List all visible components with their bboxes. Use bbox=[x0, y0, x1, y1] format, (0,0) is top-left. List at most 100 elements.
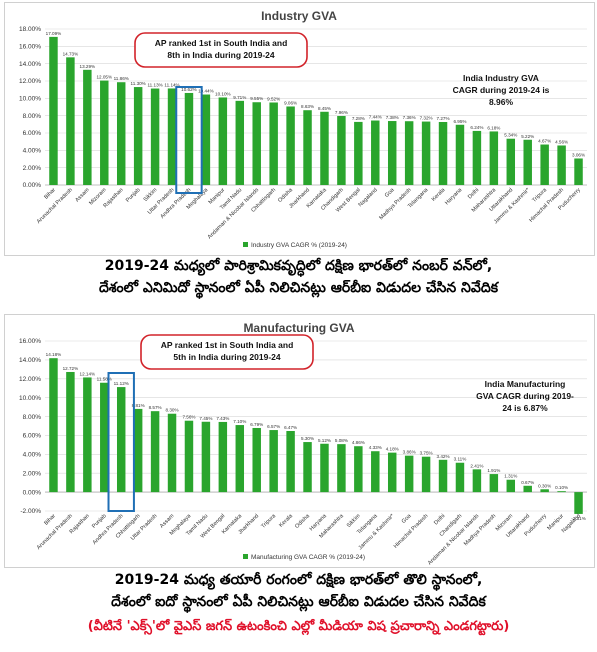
y-tick-label: 4.00% bbox=[23, 452, 42, 459]
x-tick-label: Bihar bbox=[43, 187, 57, 201]
y-tick-label: 12.00% bbox=[19, 376, 41, 383]
bar bbox=[337, 444, 346, 493]
x-tick-label: Sikkim bbox=[143, 187, 159, 203]
value-label: 7.28% bbox=[352, 116, 365, 121]
value-label: 1.91% bbox=[487, 468, 500, 473]
value-label: 7.96% bbox=[335, 110, 348, 115]
bar bbox=[167, 88, 177, 185]
caption-industry-line2: దేశంలో ఎనిమిదో స్థానంలో ఏపీ నిలిచినట్లు … bbox=[98, 280, 499, 296]
y-tick-label: 4.00% bbox=[23, 148, 42, 155]
value-label: 5.22% bbox=[521, 134, 534, 139]
y-tick-label: 12.00% bbox=[19, 78, 41, 85]
bar bbox=[404, 455, 414, 493]
value-label: 11.14% bbox=[164, 82, 179, 87]
x-tick-label: Kerala bbox=[278, 513, 294, 529]
bar bbox=[235, 425, 245, 493]
bar bbox=[472, 130, 482, 185]
value-label: 14.73% bbox=[63, 51, 79, 56]
y-tick-label: 6.00% bbox=[23, 433, 42, 440]
value-label: 9.55% bbox=[250, 96, 263, 101]
bar bbox=[387, 452, 397, 493]
highlight-box bbox=[175, 86, 203, 194]
bar bbox=[472, 469, 482, 493]
x-tick-label: Tripura bbox=[260, 513, 277, 530]
value-label: 4.56% bbox=[555, 139, 568, 144]
legend-swatch bbox=[243, 242, 248, 247]
value-label: 9.71% bbox=[233, 95, 246, 100]
bar bbox=[83, 377, 92, 493]
ap-rank-line2: 5th in India during 2019-24 bbox=[173, 352, 280, 362]
value-label: 7.56% bbox=[182, 415, 195, 420]
value-label: 8.57% bbox=[149, 405, 162, 410]
value-label: 11.30% bbox=[131, 81, 146, 86]
cagr-line1: India Industry GVA bbox=[463, 73, 539, 83]
value-label: 9.06% bbox=[284, 100, 297, 105]
value-label: 4.86% bbox=[352, 440, 365, 445]
value-label: 0.10% bbox=[555, 485, 568, 490]
bar bbox=[387, 121, 397, 185]
chart-title: Manufacturing GVA bbox=[243, 321, 354, 335]
x-tick-label: Nagaland bbox=[358, 187, 379, 208]
value-label: 13.29% bbox=[80, 64, 96, 69]
value-label: 12.05% bbox=[96, 75, 112, 80]
bar bbox=[557, 491, 566, 493]
bar bbox=[506, 138, 516, 185]
bar bbox=[354, 446, 363, 493]
bar bbox=[574, 158, 583, 185]
value-label: 3.06% bbox=[572, 152, 585, 157]
bar bbox=[371, 120, 380, 185]
cagr-line3: 24 is 6.87% bbox=[502, 403, 548, 413]
bar bbox=[455, 462, 465, 493]
bar bbox=[252, 102, 261, 185]
bar bbox=[337, 116, 346, 185]
y-tick-label: 2.00% bbox=[23, 165, 42, 172]
value-label: 6.47% bbox=[284, 425, 297, 430]
y-tick-label: -2.00% bbox=[20, 508, 41, 515]
value-label: -2.31% bbox=[571, 516, 586, 521]
bar bbox=[574, 492, 583, 514]
y-tick-label: 10.00% bbox=[19, 96, 41, 103]
ap-rank-line1: AP ranked 1st in South India and bbox=[155, 38, 288, 48]
bar bbox=[218, 97, 228, 185]
y-tick-label: 14.00% bbox=[19, 357, 41, 364]
legend-swatch bbox=[243, 554, 248, 559]
value-label: 12.72% bbox=[63, 366, 79, 371]
value-label: 1.31% bbox=[504, 474, 517, 479]
value-label: 7.45% bbox=[199, 416, 212, 421]
bar bbox=[421, 456, 431, 493]
value-label: 10.44% bbox=[198, 89, 214, 94]
bar bbox=[133, 408, 143, 493]
bar bbox=[269, 102, 278, 185]
value-label: 0.30% bbox=[538, 483, 551, 488]
industry-gva-chart: Industry GVA 0.00% 2.00% 4.00% 6.00% 8.00% 10.… bbox=[4, 2, 595, 256]
bar bbox=[83, 69, 92, 185]
value-label: 2.41% bbox=[470, 463, 483, 468]
bar bbox=[66, 57, 75, 186]
bar bbox=[218, 421, 228, 493]
value-label: 8.81% bbox=[132, 403, 145, 408]
bar bbox=[421, 121, 431, 185]
bar bbox=[184, 420, 194, 493]
y-tick-label: 14.00% bbox=[19, 61, 41, 68]
y-tick-label: 6.00% bbox=[23, 130, 42, 137]
bar bbox=[49, 358, 58, 493]
bar bbox=[66, 371, 75, 493]
value-label: 8.30% bbox=[166, 408, 179, 413]
y-tick-label: 16.00% bbox=[19, 338, 41, 345]
value-label: 11.58% bbox=[97, 377, 112, 382]
highlight-box bbox=[107, 372, 135, 512]
value-label: 10.62% bbox=[181, 87, 197, 92]
chart-title: Industry GVA bbox=[261, 9, 337, 23]
bar bbox=[133, 87, 143, 185]
value-label: 5.12% bbox=[318, 438, 331, 443]
caption-industry-line1: 2019-24 మధ్యలో పారిశ్రామికవృద్ధిలో దక్షి… bbox=[104, 258, 493, 274]
manufacturing-gva-svg: Manufacturing GVA -2.00% 0.00% 2.00% 4.00% 6.… bbox=[19, 321, 587, 566]
caption-manufacturing-line2: దేశంలో ఐదో స్థానంలో ఏపీ నిలిచినట్లు ఆర్‌… bbox=[111, 594, 486, 610]
value-label: 7.32% bbox=[420, 116, 433, 121]
cagr-line3: 8.96% bbox=[489, 97, 514, 107]
value-label: 7.44% bbox=[369, 115, 382, 120]
value-label: 3.11% bbox=[454, 457, 467, 462]
value-label: 10.10% bbox=[215, 91, 231, 96]
value-label: 11.86% bbox=[114, 76, 129, 81]
ap-rank-line1: AP ranked 1st in South India and bbox=[161, 340, 294, 350]
